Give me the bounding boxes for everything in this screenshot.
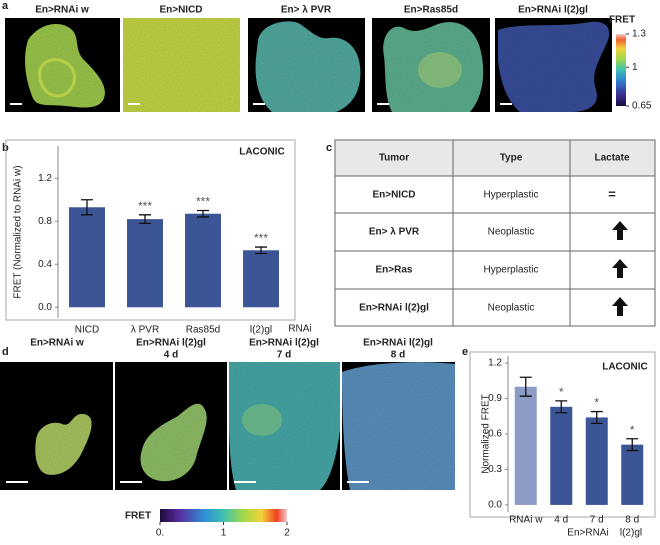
colorbar-tick-label: 1.3 [632,29,646,40]
image-title: En>RNAi l(2)gl [249,338,319,349]
colorbar-tick-label: 1 [632,62,638,73]
colorbar [160,509,287,522]
image-title: 4 d [164,350,178,361]
bar [243,250,279,308]
image-title: En>RNAi l(2)gl [136,338,206,349]
micrograph [495,18,612,113]
table-cell: Neoplastic [488,303,535,314]
micrograph [372,18,490,113]
table-cell: En> λ PVR [369,227,420,238]
error-bar [197,209,209,218]
image-title: En> λ PVR [281,5,332,16]
panel-label: a [2,0,9,12]
panel-label: c [326,142,332,154]
bar [621,444,644,505]
image-title: En>RNAi l(2)gl [363,338,433,349]
image-title: 8 d [391,350,405,361]
table-cell: = [608,186,616,201]
micrograph [123,18,240,112]
significance: * [559,385,564,399]
bar [585,417,608,505]
colorbar-title: FRET [125,511,151,522]
micrograph [229,362,340,490]
image-title: En>RNAi w [35,5,89,16]
y-tick-label: 0.4 [38,259,52,270]
x-tick-label: NICD [75,325,99,336]
x-tick-label: RNAi w [509,515,543,526]
image-title: En>RNAi w [30,338,84,349]
table-header: Lactate [594,153,629,164]
table-header: Tumor [379,153,409,164]
colorbar-title: FRET [609,15,635,26]
table-cell: En>Ras [376,265,413,276]
table-cell: Hyperplastic [483,265,538,276]
x-tick-label: 8 d [625,515,639,526]
y-tick-label: 0.0 [488,500,502,511]
table-cell: Hyperplastic [483,190,538,201]
chart-frame [5,139,296,321]
bar [550,406,573,505]
group-label: En>RNAi [567,528,608,539]
table-header: Type [500,153,523,164]
significance: *** [254,231,268,245]
image-title: En>NICD [159,5,202,16]
micrograph [5,18,120,112]
significance: *** [196,195,210,209]
bar [127,219,163,308]
micrograph [248,18,365,112]
y-tick-label: 1.2 [38,173,52,184]
significance: * [594,396,599,410]
y-tick-label: 1.2 [488,358,502,369]
bar [185,213,221,308]
error-bar [81,199,93,216]
y-tick-label: 0.6 [488,429,502,440]
x-tick-label: λ PVR [131,325,159,336]
table [334,139,656,327]
image-title: En>Ras85d [404,5,458,16]
y-axis-label: FRET (Normalized to RNAi w) [13,165,24,298]
error-bar [255,246,267,255]
colorbar [616,34,626,106]
x-tick-label: 4 d [554,515,568,526]
x-tick-label: 7 d [590,515,604,526]
y-tick-label: 0.8 [38,216,52,227]
chart-frame [469,351,656,518]
error-bar [519,376,532,397]
panel-label: d [2,346,9,358]
colorbar-tick-label: 0.65 [632,101,652,112]
colorbar-tick-label: 1 [221,528,227,539]
group-label: l(2)gl [620,528,642,539]
y-tick-label: 0.3 [488,464,502,475]
panel-label: e [462,346,468,358]
error-bar [139,214,151,225]
error-bar [555,400,568,414]
x-tick-label: l(2)gl [250,325,272,336]
image-title: En>RNAi l(2)gl [518,5,588,16]
error-bar [590,410,603,425]
significance: * [630,423,635,437]
significance: *** [138,199,152,213]
micrograph [342,362,455,490]
error-bar [626,438,639,452]
y-tick-label: 0.9 [488,393,502,404]
colorbar-tick-label: 0. [156,528,164,539]
table-cell: Neoplastic [488,227,535,238]
y-tick-label: 0.0 [38,302,52,313]
micrograph [115,362,227,490]
x-annotation: RNAi [288,324,311,335]
image-title: 7 d [277,350,291,361]
y-axis-label: Normalized FRET [481,394,492,473]
bar [69,207,105,308]
micrograph [0,362,113,490]
table-cell: En>NICD [372,190,415,201]
chart-title: LACONIC [239,147,285,158]
table-cell: En>RNAi l(2)gl [359,303,429,314]
chart-title: LACONIC [602,362,648,373]
bar [514,386,537,505]
x-tick-label: Ras85d [186,325,220,336]
colorbar-tick-label: 2 [284,528,290,539]
